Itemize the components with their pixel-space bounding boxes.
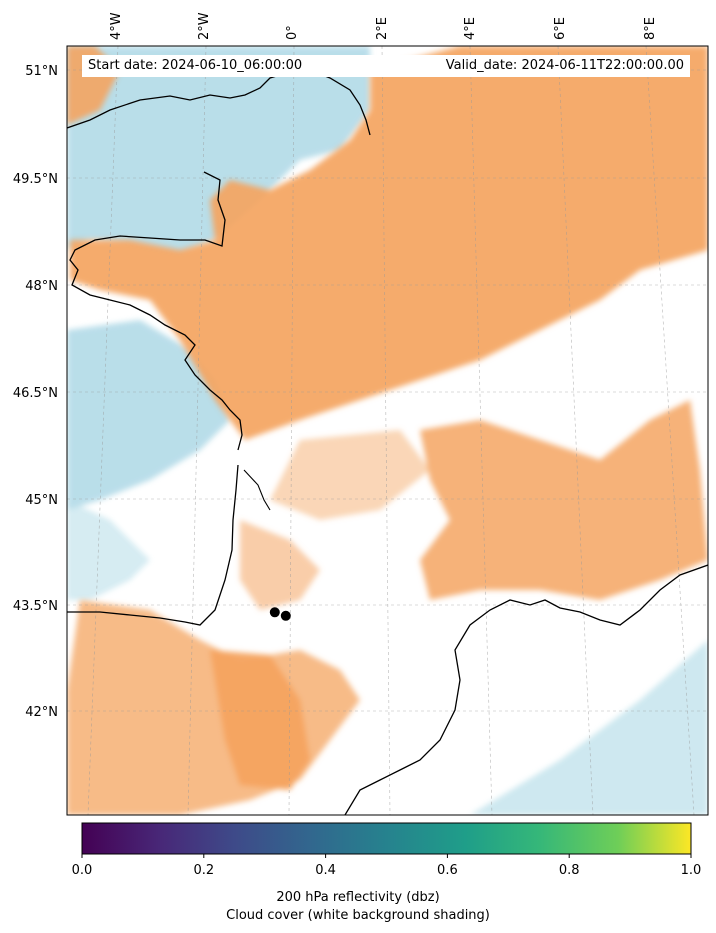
lat-label-46-5: 46.5°N bbox=[13, 386, 58, 401]
lat-label-48: 48°N bbox=[25, 279, 58, 294]
colorbar-label: 200 hPa reflectivity (dbz) bbox=[276, 890, 440, 905]
colorbar: 0.0 0.2 0.4 0.6 0.8 1.0 bbox=[72, 822, 702, 878]
lat-label-43-5: 43.5°N bbox=[13, 599, 58, 614]
colorbar-tick-4: 0.8 bbox=[559, 863, 580, 878]
colorbar-tick-1: 0.2 bbox=[193, 863, 214, 878]
lon-label-4w: 4°W bbox=[109, 12, 124, 40]
lon-label-8e: 8°E bbox=[643, 17, 658, 40]
colorbar-tick-0: 0.0 bbox=[72, 863, 93, 878]
lat-label-51: 51°N bbox=[25, 64, 58, 79]
observation-point-1 bbox=[269, 607, 280, 618]
map-frame bbox=[66, 45, 709, 816]
longitude-labels: 4°W 2°W 0° 2°E 4°E 6°E 8°E bbox=[109, 12, 658, 40]
lat-label-42: 42°N bbox=[25, 705, 58, 720]
valid-date-text: Valid_date: 2024-06-11T22:00:00.00 bbox=[445, 58, 684, 73]
lon-label-0: 0° bbox=[285, 25, 300, 40]
colorbar-tick-2: 0.4 bbox=[315, 863, 336, 878]
observation-points bbox=[269, 607, 291, 621]
lat-label-49-5: 49.5°N bbox=[13, 172, 58, 187]
colorbar-sublabel: Cloud cover (white background shading) bbox=[226, 908, 490, 923]
cloud-shading bbox=[67, 46, 708, 815]
lon-label-2w: 2°W bbox=[197, 12, 212, 40]
coastlines bbox=[67, 69, 708, 815]
colorbar-tick-5: 1.0 bbox=[681, 863, 702, 878]
colorbar-tick-3: 0.6 bbox=[437, 863, 458, 878]
lat-label-45: 45°N bbox=[25, 493, 58, 508]
latitude-labels: 51°N 49.5°N 48°N 46.5°N 45°N 43.5°N 42°N bbox=[13, 64, 58, 720]
lon-label-6e: 6°E bbox=[553, 17, 568, 40]
observation-point-2 bbox=[280, 610, 291, 621]
map-panel bbox=[67, 46, 708, 815]
lon-label-2e: 2°E bbox=[375, 17, 390, 40]
colorbar-gradient bbox=[81, 822, 692, 855]
date-info-box: Start date: 2024-06-10_06:00:00 Valid_da… bbox=[82, 55, 690, 77]
lon-label-4e: 4°E bbox=[463, 17, 478, 40]
start-date-text: Start date: 2024-06-10_06:00:00 bbox=[88, 58, 303, 73]
